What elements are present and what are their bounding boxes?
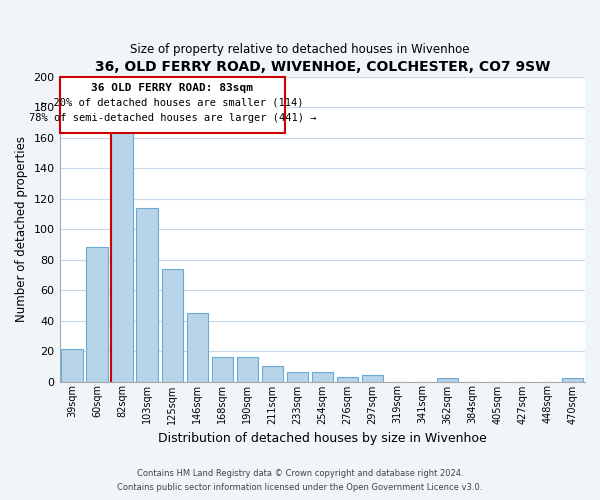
Text: 78% of semi-detached houses are larger (441) →: 78% of semi-detached houses are larger (… (29, 113, 316, 123)
Bar (136, 208, 158, 382)
Bar (161, 268, 183, 382)
Text: Contains public sector information licensed under the Open Government Licence v3: Contains public sector information licen… (118, 484, 482, 492)
FancyBboxPatch shape (60, 76, 285, 133)
Bar (212, 357, 233, 382)
Bar (362, 376, 383, 382)
Bar (311, 372, 333, 382)
Bar (236, 357, 258, 382)
Text: 36 OLD FERRY ROAD: 83sqm: 36 OLD FERRY ROAD: 83sqm (91, 82, 253, 92)
Bar (187, 313, 208, 382)
Title: 36, OLD FERRY ROAD, WIVENHOE, COLCHESTER, CO7 9SW: 36, OLD FERRY ROAD, WIVENHOE, COLCHESTER… (95, 60, 550, 74)
Bar (61, 350, 83, 382)
Text: Contains HM Land Registry data © Crown copyright and database right 2024.: Contains HM Land Registry data © Crown c… (137, 468, 463, 477)
Bar (287, 372, 308, 382)
Y-axis label: Number of detached properties: Number of detached properties (15, 136, 28, 322)
Bar (112, 126, 133, 382)
Bar (337, 377, 358, 382)
Text: ← 20% of detached houses are smaller (114): ← 20% of detached houses are smaller (11… (41, 98, 304, 108)
Bar (437, 378, 458, 382)
Bar (262, 366, 283, 382)
Bar (86, 248, 108, 382)
X-axis label: Distribution of detached houses by size in Wivenhoe: Distribution of detached houses by size … (158, 432, 487, 445)
Text: Size of property relative to detached houses in Wivenhoe: Size of property relative to detached ho… (130, 42, 470, 56)
Bar (562, 378, 583, 382)
